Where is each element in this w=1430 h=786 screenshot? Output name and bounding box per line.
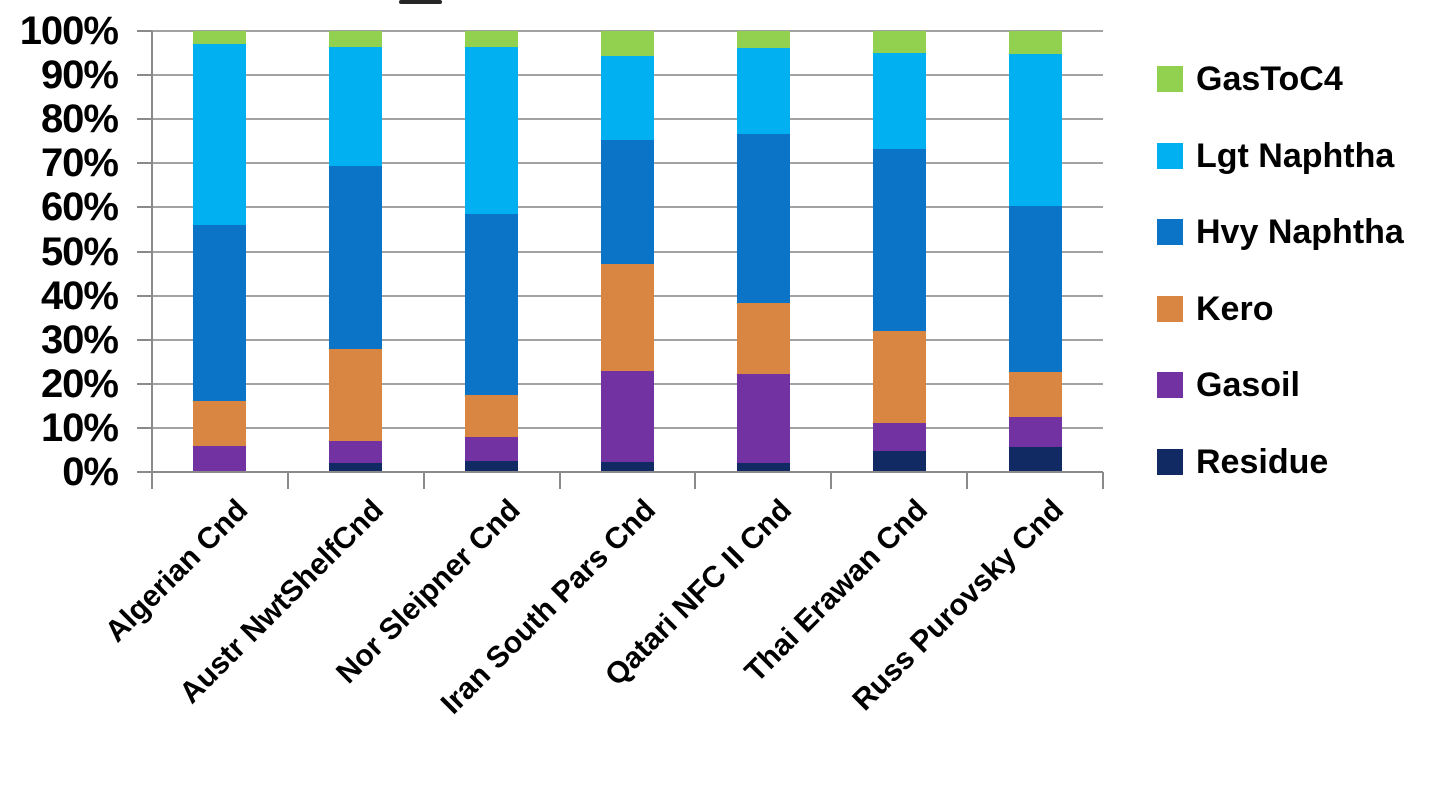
legend-swatch — [1157, 295, 1183, 322]
bar-segment-residue — [465, 460, 519, 472]
x-axis-tick — [966, 472, 969, 489]
bar-segment-kero — [329, 348, 383, 442]
bar-segment-lgt-naphtha — [1008, 54, 1062, 206]
bar-segment-gastoc4 — [329, 31, 383, 48]
bar-segment-gasoil — [872, 423, 926, 451]
y-axis-tick — [137, 162, 152, 165]
bar-segment-lgt-naphtha — [465, 47, 519, 214]
bar-segment-residue — [736, 463, 790, 472]
bar-segment-gasoil — [601, 370, 654, 462]
legend-label: Residue — [1196, 443, 1329, 481]
y-axis-tick — [137, 206, 152, 209]
y-axis-tick-label: 40% — [40, 273, 119, 318]
y-axis-tick — [137, 118, 152, 121]
bar-segment-lgt-naphtha — [736, 47, 790, 135]
bar-segment-kero — [872, 331, 926, 424]
y-axis-tick-label: 80% — [40, 97, 119, 142]
bar-segment-gastoc4 — [601, 31, 654, 56]
legend-label: Kero — [1196, 289, 1274, 328]
bar-segment-gastoc4 — [193, 31, 247, 45]
x-axis-tick — [286, 472, 289, 489]
bar-segment-residue — [601, 461, 654, 472]
bar-segment-lgt-naphtha — [601, 55, 654, 140]
x-axis-tick — [694, 472, 697, 489]
bar-segment-gastoc4 — [736, 31, 790, 48]
legend-label: GasToC4 — [1196, 60, 1343, 98]
bar-segment-gasoil — [329, 441, 383, 464]
y-axis-tick-label: 70% — [40, 141, 119, 186]
bar-segment-residue — [1008, 446, 1062, 472]
y-axis-tick — [137, 294, 152, 297]
legend-swatch — [1157, 142, 1183, 169]
x-axis-tick — [422, 472, 425, 489]
bar-segment-gasoil — [736, 373, 790, 464]
x-axis-tick — [1102, 472, 1104, 489]
legend-swatch — [1157, 449, 1183, 475]
legend-swatch — [1157, 372, 1183, 399]
y-axis-tick-label: 0% — [62, 450, 119, 494]
y-axis-tick — [137, 30, 152, 32]
x-axis-tick — [830, 472, 833, 489]
y-axis-tick-label: 50% — [40, 229, 119, 274]
legend-swatch — [1157, 66, 1183, 92]
y-axis-tick — [137, 382, 152, 385]
bar-segment-lgt-naphtha — [193, 44, 247, 226]
y-axis-tick-label: 90% — [40, 53, 119, 98]
x-axis-line — [152, 471, 1103, 473]
y-axis-line — [151, 31, 153, 474]
bar-segment-residue — [872, 450, 926, 472]
bar-segment-hvy-naphtha — [193, 225, 247, 402]
cropped-title-remnant — [399, 0, 442, 4]
x-axis-category-label: Algerian Cnd — [99, 493, 255, 649]
y-axis-tick — [137, 338, 152, 341]
bar-segment-hvy-naphtha — [601, 139, 654, 264]
legend-label: Hvy Naphtha — [1196, 213, 1404, 252]
bar-segment-gasoil — [1008, 417, 1062, 447]
y-axis-tick-label: 10% — [40, 405, 119, 450]
bar-segment-lgt-naphtha — [872, 53, 926, 149]
bar-segment-hvy-naphtha — [1008, 205, 1062, 373]
y-axis-tick — [137, 74, 152, 77]
y-axis-tick — [137, 471, 152, 473]
y-axis-tick-label: 20% — [40, 361, 119, 406]
bar-segment-gastoc4 — [1008, 31, 1062, 55]
bar-segment-lgt-naphtha — [329, 47, 383, 166]
bar-segment-kero — [601, 263, 654, 371]
bar-segment-gastoc4 — [465, 31, 519, 48]
y-axis-tick-label: 100% — [19, 9, 119, 53]
bar-segment-kero — [736, 303, 790, 374]
bar-segment-kero — [465, 394, 519, 437]
y-axis-tick — [137, 426, 152, 429]
bar-segment-hvy-naphtha — [465, 214, 519, 395]
x-axis-tick — [558, 472, 561, 489]
bar-segment-hvy-naphtha — [872, 148, 926, 332]
bar-segment-gastoc4 — [872, 31, 926, 54]
bar-segment-kero — [193, 401, 247, 446]
bar-segment-gasoil — [465, 436, 519, 461]
bar-segment-residue — [329, 463, 383, 472]
bar-segment-gasoil — [193, 445, 247, 472]
y-axis-tick-label: 60% — [40, 185, 119, 230]
legend-label: Gasoil — [1196, 366, 1300, 405]
y-axis-tick — [137, 250, 152, 253]
bar-segment-hvy-naphtha — [736, 134, 790, 304]
legend-swatch — [1157, 219, 1183, 246]
x-axis-tick — [151, 472, 153, 489]
bar-segment-hvy-naphtha — [329, 165, 383, 349]
y-axis-tick-label: 30% — [40, 317, 119, 362]
legend-label: Lgt Naphtha — [1196, 136, 1395, 175]
bar-segment-kero — [1008, 372, 1062, 418]
